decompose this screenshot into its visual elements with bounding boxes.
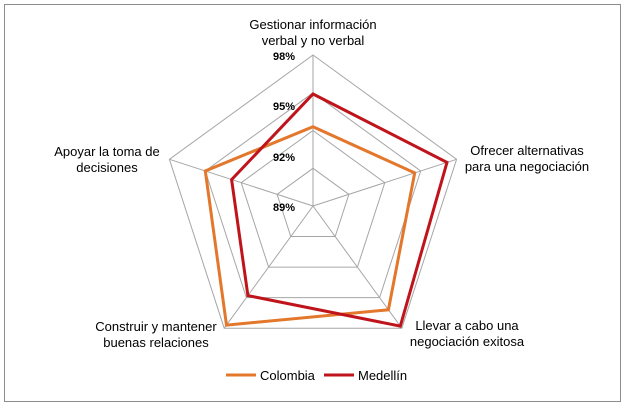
- grid: [168, 54, 458, 329]
- grid-ring-89: [276, 167, 350, 237]
- axis-label-ofrecer-line2: para una negociación: [465, 159, 589, 174]
- series-layer: [203, 92, 449, 328]
- spoke-4: [169, 158, 314, 207]
- axis-label-apoyar-line1: Apoyar la toma de: [54, 144, 160, 159]
- tick-label-92: 92%: [273, 152, 295, 164]
- grid-ring-98: [168, 54, 458, 329]
- axis-label-apoyar-line2: decisiones: [76, 160, 138, 175]
- series-colombia: [203, 125, 417, 327]
- spoke-2: [312, 205, 403, 329]
- axis-label-llevar-line1: Llevar a cabo una: [415, 318, 519, 333]
- spoke-3: [223, 205, 314, 329]
- tick-label-98: 98%: [273, 51, 295, 63]
- axis-label-gestionar-line1: Gestionar información: [249, 17, 376, 32]
- spokes: [169, 55, 457, 329]
- grid-ring-92: [240, 129, 386, 268]
- axis-label-ofrecer-line1: Ofrecer alternativas: [470, 143, 584, 158]
- series-medelln: [230, 92, 449, 328]
- legend-label-colombia: Colombia: [260, 368, 316, 383]
- axis-label-construir-line1: Construir y mantener: [95, 319, 217, 334]
- spoke-1: [312, 158, 457, 207]
- legend-label-medellin: Medellín: [358, 368, 407, 383]
- tick-label-89: 89%: [273, 202, 295, 214]
- tick-label-95: 95%: [273, 101, 295, 113]
- grid-ring-95: [204, 92, 422, 299]
- axis-label-gestionar-line2: verbal y no verbal: [262, 33, 365, 48]
- axis-label-construir-line2: buenas relaciones: [103, 335, 209, 350]
- legend: Colombia Medellín: [226, 368, 407, 383]
- axis-label-llevar-line2: negociación exitosa: [410, 334, 525, 349]
